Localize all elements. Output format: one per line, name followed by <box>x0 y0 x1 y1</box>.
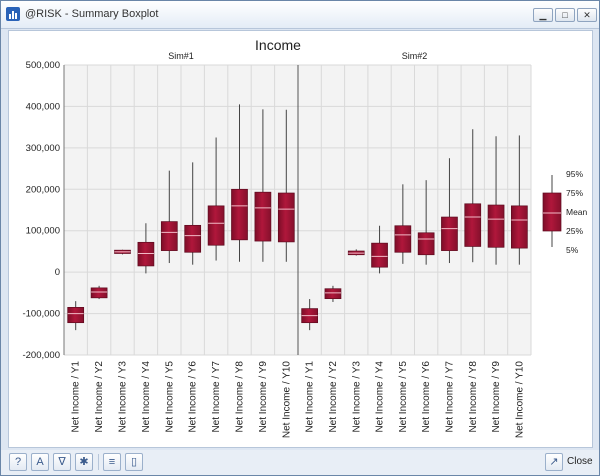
filter-icon[interactable]: ∇ <box>53 453 71 471</box>
close-button[interactable]: Close <box>567 456 593 467</box>
y-tick-label: 0 <box>55 267 60 278</box>
restore-button[interactable]: □ <box>555 8 575 22</box>
box <box>67 307 85 324</box>
box <box>324 288 342 300</box>
export-icon[interactable]: ↗ <box>545 453 563 471</box>
box <box>394 225 412 253</box>
category-label: Net Income / Y1 <box>71 361 82 433</box>
close-window-button[interactable]: ✕ <box>577 8 597 22</box>
boxplot-chart-icon[interactable]: ▯ <box>125 453 143 471</box>
category-label: Net Income / Y9 <box>491 361 502 433</box>
y-tick-label: 400,000 <box>26 101 60 112</box>
category-label: Net Income / Y6 <box>421 361 432 433</box>
legend-label: Mean <box>566 207 588 217</box>
box <box>277 192 295 243</box>
box <box>231 188 248 241</box>
toolbar-separator <box>98 454 99 470</box>
legend-box <box>542 192 562 232</box>
legend-label: 25% <box>566 226 583 236</box>
legend-label: 95% <box>566 169 583 179</box>
box <box>207 205 225 246</box>
legend-label: 5% <box>566 245 579 255</box>
chart-area: Income Sim#1 Sim#2 500,000 400,000 300,000 200… <box>8 30 593 448</box>
stacked-lines-icon[interactable]: ≡ <box>103 453 121 471</box>
category-label: Net Income / Y7 <box>211 361 222 433</box>
box <box>137 241 155 267</box>
boxplot-chart: Income Sim#1 Sim#2 500,000 400,000 300,000 200… <box>22 37 588 439</box>
box <box>417 232 435 256</box>
box <box>464 203 482 247</box>
category-label: Net Income / Y6 <box>188 361 199 433</box>
minimize-button[interactable]: ▁ <box>533 8 553 22</box>
legend-label: 75% <box>566 188 583 198</box>
category-label: Net Income / Y5 <box>164 361 175 433</box>
y-tick-label: 200,000 <box>26 184 60 195</box>
panel-title: Sim#1 <box>168 51 194 61</box>
panel-title: Sim#2 <box>402 51 428 61</box>
chart-title: Income <box>255 37 301 53</box>
y-tick-label: 500,000 <box>26 60 60 71</box>
category-label: Net Income / Y9 <box>258 361 269 433</box>
box <box>487 204 505 248</box>
category-label: Net Income / Y3 <box>351 361 362 433</box>
box <box>441 216 458 251</box>
category-label: Net Income / Y7 <box>444 361 455 433</box>
category-label: Net Income / Y10 <box>281 361 292 439</box>
category-label: Net Income / Y2 <box>328 361 339 433</box>
category-label: Net Income / Y1 <box>305 361 316 433</box>
risk-app-icon <box>6 7 20 21</box>
y-tick-label: 300,000 <box>26 143 60 154</box>
box <box>160 221 178 251</box>
box <box>254 191 272 242</box>
title-bar[interactable]: @RISK - Summary Boxplot ▁ □ ✕ <box>1 1 599 29</box>
category-label: Net Income / Y4 <box>141 361 152 433</box>
category-label: Net Income / Y10 <box>514 361 525 439</box>
bottom-toolbar: ? A ∇ ✱ ≡ ▯ ↗ Close <box>1 450 599 475</box>
help-icon[interactable]: ? <box>9 453 27 471</box>
box <box>511 205 528 249</box>
y-tick-label: -100,000 <box>22 309 60 320</box>
settings-icon[interactable]: ✱ <box>75 453 93 471</box>
window-title: @RISK - Summary Boxplot <box>25 8 159 20</box>
category-label: Net Income / Y8 <box>235 361 246 433</box>
category-label: Net Income / Y4 <box>375 361 386 433</box>
category-label: Net Income / Y2 <box>94 361 105 433</box>
category-label: Net Income / Y3 <box>118 361 129 433</box>
y-tick-label: -200,000 <box>22 350 60 361</box>
box <box>371 242 388 268</box>
y-tick-label: 100,000 <box>26 226 60 237</box>
category-label: Net Income / Y5 <box>398 361 409 433</box>
box <box>90 287 108 299</box>
category-label: Net Income / Y8 <box>468 361 479 433</box>
format-icon[interactable]: A <box>31 453 49 471</box>
box <box>184 224 202 253</box>
